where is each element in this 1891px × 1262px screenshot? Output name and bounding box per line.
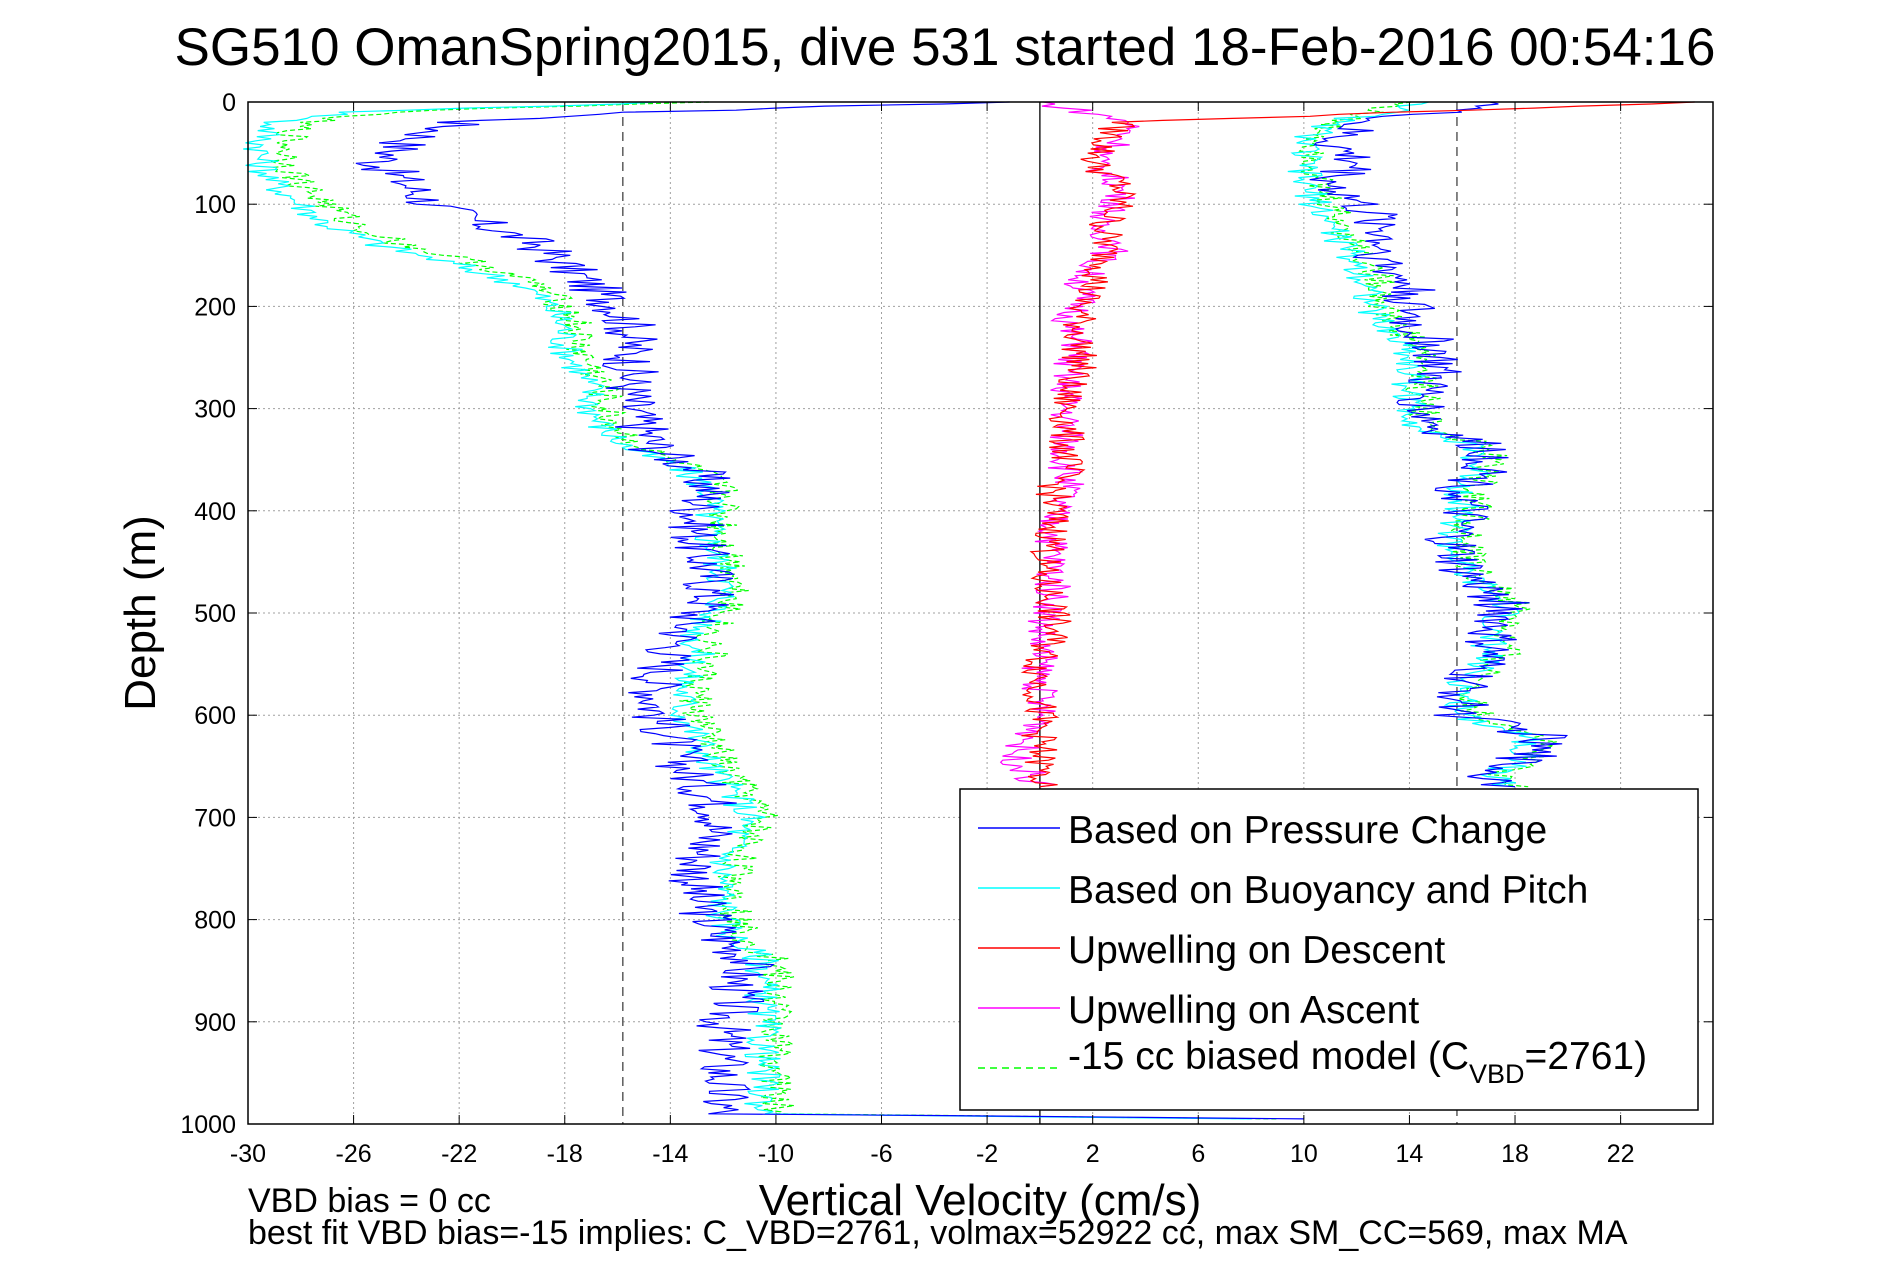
series-line-based-on-pressure-change [355,101,1304,1120]
y-tick-label: 700 [194,804,236,832]
series-line-ascent-15-cc-biased-model [1298,101,1557,788]
legend-entry-ascent: Upwelling on Ascent [1068,989,1419,1032]
legend-entry-model: -15 cc biased model (CVBD=2761) [1068,1035,1647,1089]
y-tick-label: 1000 [180,1111,236,1139]
legend-entry-buoyancy: Based on Buoyancy and Pitch [1068,869,1588,912]
x-tick-label: 10 [1290,1140,1318,1168]
series-line-15-cc-biased-model-cvbd-2761 [270,101,1278,1120]
x-tick-label: 18 [1501,1140,1529,1168]
x-tick-label: -26 [336,1140,372,1168]
legend-model-main: -15 cc biased model (C [1068,1035,1469,1078]
legend: Based on Pressure Change Based on Buoyan… [959,788,1699,1111]
note-vbd-bias: VBD bias = 0 cc [248,1182,491,1220]
x-tick-label: 14 [1396,1140,1424,1168]
chart-title: SG510 OmanSpring2015, dive 531 started 1… [175,18,1716,77]
y-tick-label: 600 [194,702,236,730]
x-axis-label: Vertical Velocity (cm/s) [759,1176,1202,1225]
y-tick-label: 800 [194,907,236,935]
legend-box [959,788,1699,1111]
y-tick-label: 0 [222,89,236,117]
legend-entry-pressure: Based on Pressure Change [1068,809,1547,852]
legend-model-value: =2761) [1525,1035,1648,1078]
x-tick-label: 22 [1607,1140,1635,1168]
x-tick-label: 2 [1086,1140,1100,1168]
x-tick-label: -2 [976,1140,998,1168]
x-tick-label: -6 [870,1140,892,1168]
x-tick-label: -10 [758,1140,794,1168]
x-tick-label: 6 [1191,1140,1205,1168]
note-best-fit: best fit VBD bias=-15 implies: C_VBD=276… [248,1214,1628,1252]
series-line-upwelling-on-descent [1020,101,1695,788]
y-axis-label: Depth (m) [116,515,165,711]
x-tick-label: -18 [547,1140,583,1168]
legend-model-subscript: VBD [1469,1059,1525,1089]
y-axis-ticks: 0 100 200 300 400 500 600 700 800 900 1000 [180,89,1713,1139]
x-tick-label: -30 [230,1140,266,1168]
y-tick-label: 100 [194,191,236,219]
y-tick-label: 500 [194,600,236,628]
y-tick-label: 300 [194,396,236,424]
legend-entry-descent: Upwelling on Descent [1068,929,1445,972]
x-axis-ticks: -30 -26 -22 -18 -14 -10 -6 -2 2 6 10 14 18 22 [230,102,1635,1168]
y-tick-label: 900 [194,1009,236,1037]
y-tick-label: 200 [194,293,236,321]
y-tick-label: 400 [194,498,236,526]
x-tick-label: -14 [652,1140,688,1168]
series-layer [243,101,1695,1120]
x-tick-label: -22 [441,1140,477,1168]
series-line-upwelling-on-ascent [999,101,1140,788]
series-line-ascent-based-on-pressure-change [1309,101,1569,788]
